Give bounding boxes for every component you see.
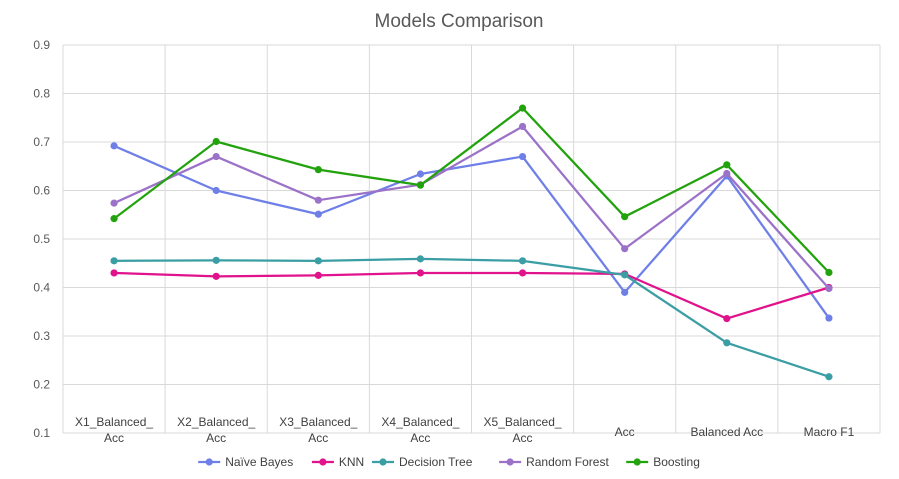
legend-swatch-marker: [633, 458, 641, 466]
legend: Naïve Bayes KNN Decision Tree Random Forest…: [198, 455, 700, 469]
x-category-label: Macro F1: [804, 425, 855, 439]
y-axis: 0.1 0.2 0.3 0.4 0.5 0.6 0.7 0.8 0.9: [33, 38, 50, 440]
series-na-ve-bayes: [110, 142, 833, 322]
y-tick-label: 0.5: [33, 232, 50, 246]
data-point: [110, 142, 118, 150]
legend-item: Decision Tree: [372, 455, 473, 469]
legend-label: Naïve Bayes: [225, 455, 293, 469]
series-knn: [110, 269, 833, 323]
data-point: [825, 314, 833, 322]
series-line: [113, 125, 830, 290]
x-axis: X1_Balanced_ Acc X2_Balanced_ Acc X3_Balance…: [75, 415, 855, 445]
gridlines: [62, 44, 881, 434]
legend-swatch-marker: [205, 458, 213, 466]
data-point: [416, 269, 425, 277]
series-decision-tree: [110, 255, 833, 381]
series-boosting: [110, 104, 833, 277]
data-point: [518, 152, 527, 161]
data-point: [110, 269, 118, 277]
x-category-label: X2_Balanced_ Acc: [177, 415, 255, 445]
y-tick-label: 0.1: [33, 426, 50, 440]
data-point: [212, 137, 220, 146]
x-category-label: X4_Balanced_ Acc: [381, 415, 459, 445]
data-point: [723, 169, 731, 178]
data-point: [723, 314, 731, 323]
legend-item: Random Forest: [499, 455, 609, 469]
series-line: [114, 257, 830, 378]
data-point: [825, 268, 833, 277]
x-category-label: Balanced Acc: [690, 425, 763, 439]
legend-item: Boosting: [626, 455, 700, 469]
data-point: [621, 271, 629, 279]
data-point: [723, 339, 731, 347]
data-point: [825, 284, 833, 293]
legend-label: Decision Tree: [399, 455, 473, 469]
data-point: [621, 288, 629, 296]
legend-label: Boosting: [653, 455, 700, 469]
data-point: [416, 170, 425, 178]
chart-title: Models Comparison: [375, 11, 544, 32]
data-point: [212, 186, 220, 195]
data-point: [212, 152, 220, 161]
series-line: [114, 271, 830, 320]
data-point: [518, 269, 527, 277]
data-point: [825, 373, 833, 381]
data-point: [621, 213, 629, 221]
data-point: [621, 245, 629, 253]
legend-label: Random Forest: [526, 455, 609, 469]
data-point: [518, 257, 527, 265]
x-category-label: X1_Balanced_ Acc: [75, 415, 153, 445]
y-tick-label: 0.9: [33, 38, 50, 52]
y-tick-label: 0.3: [33, 329, 50, 343]
data-point: [314, 257, 322, 265]
legend-swatch-marker: [319, 458, 327, 466]
data-point: [314, 271, 322, 279]
data-point: [110, 199, 118, 207]
x-category-label: X3_Balanced_ Acc: [279, 415, 357, 445]
y-tick-label: 0.2: [33, 378, 50, 392]
y-tick-label: 0.4: [33, 281, 50, 295]
x-category-label: Acc: [615, 425, 635, 439]
data-point: [110, 257, 118, 265]
y-tick-label: 0.7: [33, 135, 50, 149]
legend-swatch-marker: [506, 458, 514, 466]
legend-swatch-marker: [379, 458, 387, 466]
legend-item: Naïve Bayes: [198, 455, 293, 469]
legend-item: KNN: [311, 455, 364, 469]
data-point: [212, 256, 220, 264]
series-line: [113, 106, 830, 274]
data-point: [110, 215, 118, 223]
x-category-label: X5_Balanced_ Acc: [484, 415, 562, 445]
data-point: [416, 181, 425, 189]
y-tick-label: 0.6: [33, 184, 50, 198]
legend-label: KNN: [339, 455, 364, 469]
data-point: [723, 161, 731, 169]
data-point: [314, 166, 322, 174]
y-tick-label: 0.8: [33, 87, 50, 101]
data-point: [416, 255, 425, 263]
data-point: [212, 272, 220, 280]
data-point: [518, 104, 527, 112]
data-point: [518, 122, 527, 131]
data-point: [314, 210, 322, 218]
series-lines: [110, 104, 833, 381]
data-point: [314, 196, 322, 204]
series-line: [113, 144, 830, 319]
